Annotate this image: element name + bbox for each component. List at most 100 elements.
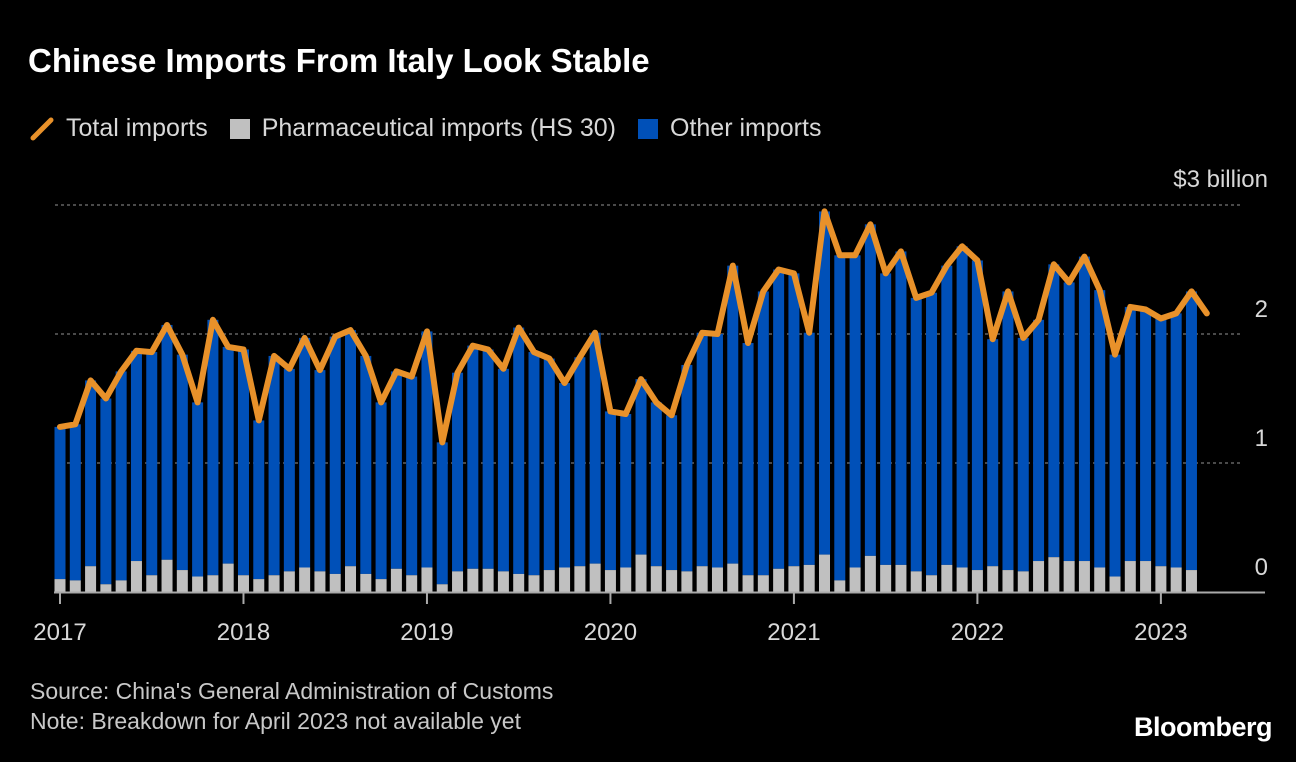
bar-pharma [283,571,295,592]
bar-pharma [390,568,402,592]
bar-pharma [696,566,708,592]
bar-other [1155,318,1167,567]
bar-pharma [1033,561,1045,592]
bar-pharma [941,564,953,592]
bar-other [146,352,158,576]
bar-other [237,349,249,576]
bar-other [192,402,204,577]
bar-pharma [161,559,173,592]
bar-pharma [436,584,448,592]
bar-other [1017,337,1029,572]
bar-other [345,330,357,567]
bar-other [314,370,326,572]
bar-pharma [559,567,571,592]
bar-other [497,368,509,572]
bar-other [941,265,953,565]
bar-other [819,211,830,555]
bar-pharma [819,554,830,592]
bar-pharma [604,570,616,592]
bar-other [69,424,81,581]
x-tick-label: 2023 [1134,619,1187,646]
bar-pharma [895,564,907,592]
bar-pharma [421,567,433,592]
bar-other [360,355,372,574]
legend-label-total: Total imports [66,114,208,142]
bar-other [115,371,127,581]
x-tick-label: 2019 [400,619,453,646]
total-imports-line [57,208,1210,446]
line-swatch-icon [30,117,54,140]
legend-item-total: Total imports [30,114,208,143]
bar-pharma [956,567,968,592]
bar-pharma [849,567,861,592]
pharma-swatch-icon [229,118,250,139]
bar-other [1109,354,1121,577]
bar-other [161,324,173,560]
bar-pharma [329,573,341,592]
bar-pharma [345,566,357,592]
bar-pharma [1078,561,1090,592]
bar-pharma [176,570,188,592]
bar-pharma [742,575,754,592]
bar-pharma [115,580,127,592]
bar-pharma [1124,561,1136,592]
bar-other [742,343,754,576]
y-tick-label: 1 [1255,425,1268,452]
bar-pharma [1109,576,1121,592]
bar-pharma [253,579,265,592]
bar-other [543,358,555,571]
bar-pharma [237,575,249,592]
bar-pharma [773,568,785,592]
bar-pharma [314,571,326,592]
bar-pharma [987,566,999,592]
x-tick-label: 2020 [584,619,637,646]
bar-pharma [681,571,693,592]
bar-pharma [528,575,540,592]
bar-other [895,251,907,565]
bar-pharma [192,576,204,592]
bar-pharma [406,575,418,592]
bar-pharma [54,579,66,592]
bar-pharma [482,568,494,592]
bar-other [299,337,311,568]
bar-other [207,319,219,576]
bar-pharma [513,573,525,592]
legend-item-pharma: Pharmaceutical imports (HS 30) [229,114,617,143]
bar-other [834,255,846,581]
bar-other [681,364,693,572]
bar-other [406,376,418,576]
bar-pharma [864,555,876,592]
y-tick-label: $3 billion [1173,166,1268,193]
bar-pharma [69,580,81,592]
bloomberg-logo: Bloomberg [1133,712,1273,742]
bar-other [727,265,739,564]
bar-other [559,383,571,568]
bar-pharma [1155,566,1167,592]
bar-pharma [803,564,815,592]
y-tick-label: 0 [1255,554,1268,581]
bar-other [54,426,66,580]
bar-other [100,398,112,585]
bar-pharma [1048,557,1060,592]
y-tick-label: 2 [1255,296,1268,323]
bar-other [926,292,938,576]
x-tick-label: 2018 [217,619,270,646]
x-tick-label: 2022 [951,619,1004,646]
bar-other [1185,291,1197,571]
bar-pharma [1185,570,1197,592]
legend-label-pharma: Pharmaceutical imports (HS 30) [261,114,617,142]
bar-other [130,350,142,562]
other-swatch-icon [638,118,659,139]
bar-pharma [1017,571,1029,592]
bar-pharma [589,563,601,592]
bar-pharma [497,571,509,592]
bar-pharma [1063,561,1075,592]
bar-other [696,332,708,567]
bar-pharma [788,566,800,592]
bar-other [482,349,494,569]
bar-other [971,260,983,571]
bar-pharma [130,561,142,592]
bar-pharma [926,575,938,592]
bar-pharma [834,580,846,592]
chart-title: Chinese Imports From Italy Look Stable [28,42,650,79]
